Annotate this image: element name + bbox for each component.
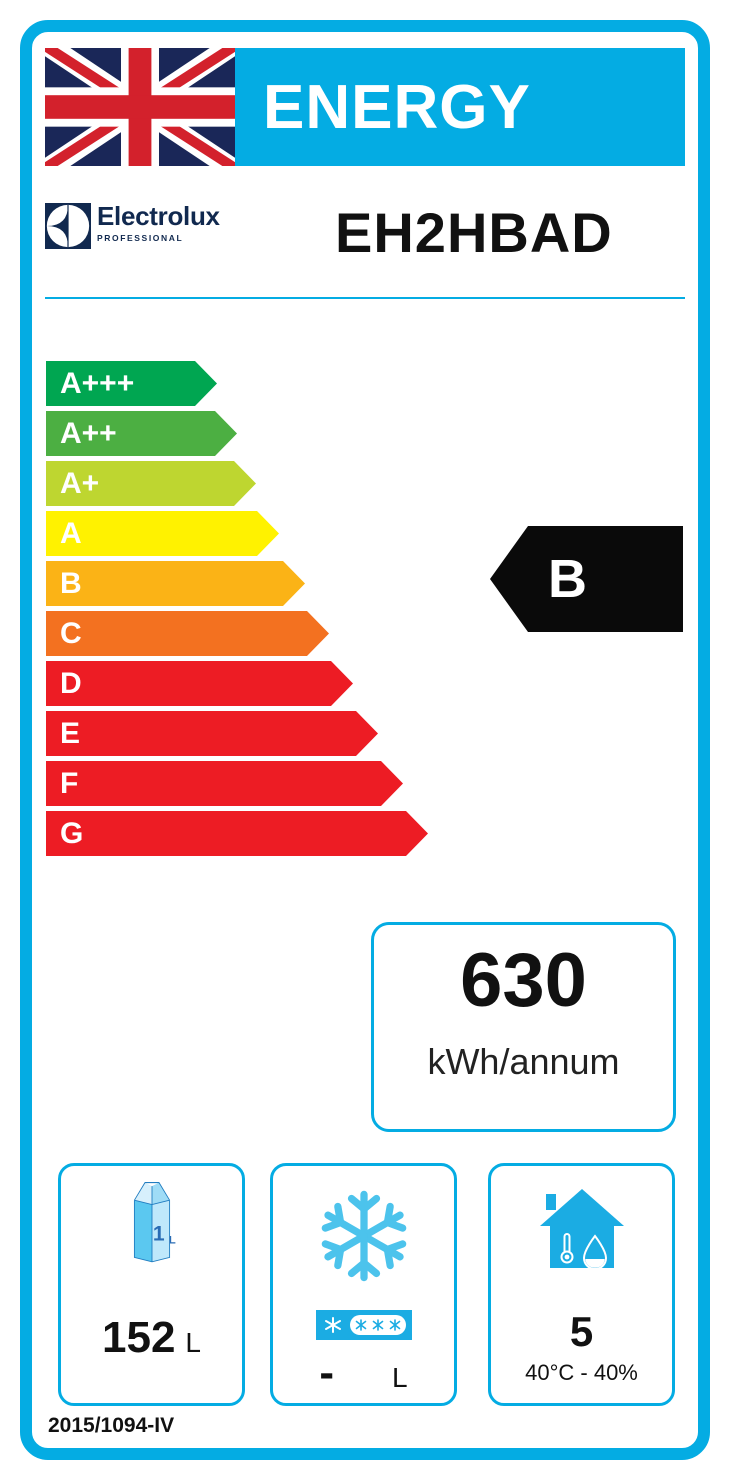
svg-text:1: 1 — [152, 1222, 164, 1245]
svg-text:L: L — [168, 1234, 175, 1246]
